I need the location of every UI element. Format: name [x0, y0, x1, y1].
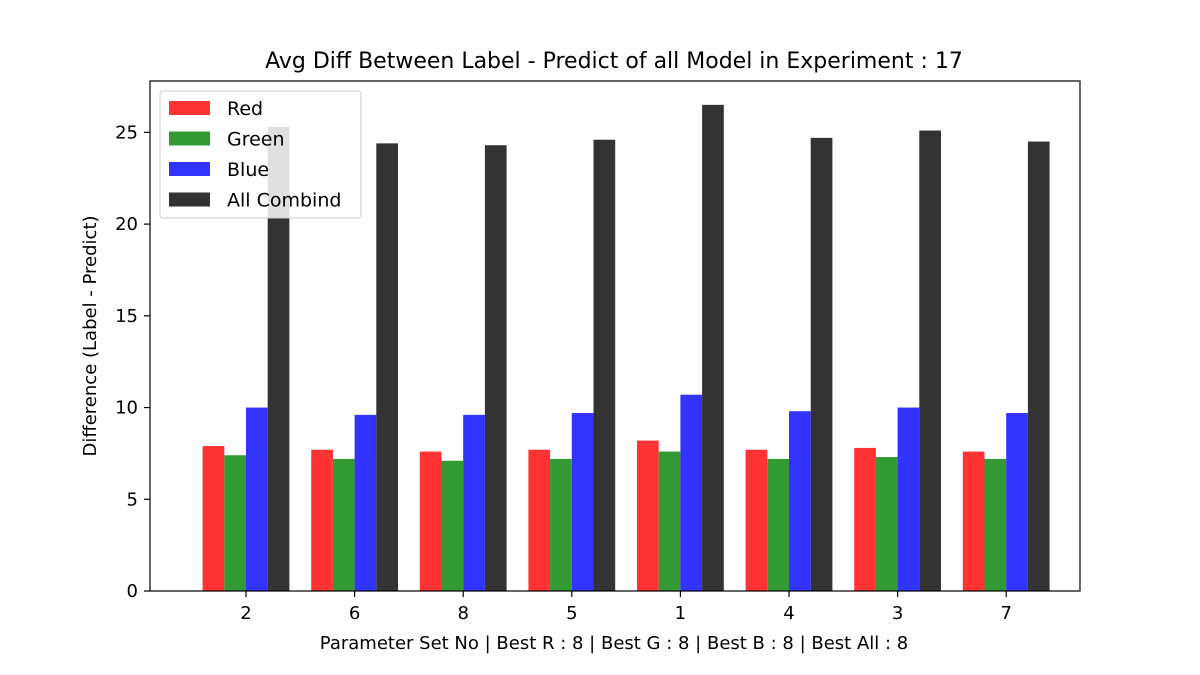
bar-green-8 — [441, 460, 464, 591]
bar-all-combind-5 — [593, 139, 616, 591]
bar-blue-5 — [571, 413, 594, 591]
bar-all-combind-1 — [702, 104, 724, 591]
y-tick-label: 10 — [115, 398, 138, 419]
bar-red-5 — [528, 449, 551, 591]
bar-all-combind-3 — [919, 130, 941, 591]
legend-label-red: Red — [227, 98, 263, 120]
bars-layer — [202, 104, 1050, 592]
bar-blue-4 — [789, 411, 811, 591]
bar-red-7 — [962, 451, 985, 591]
bar-green-2 — [224, 455, 246, 591]
x-tick-label: 7 — [1000, 603, 1011, 624]
bar-green-5 — [550, 458, 572, 591]
x-tick-label: 1 — [675, 603, 686, 624]
x-tick-label: 6 — [349, 603, 360, 624]
bar-blue-3 — [897, 407, 920, 591]
bar-red-8 — [419, 451, 442, 591]
bar-red-3 — [854, 447, 876, 591]
legend-swatch-green — [169, 131, 210, 146]
x-tick-label: 5 — [566, 603, 577, 624]
bar-green-3 — [875, 457, 898, 591]
bar-all-combind-6 — [376, 143, 398, 591]
x-axis-label: Parameter Set No | Best R : 8 | Best G :… — [320, 633, 908, 654]
y-tick-label: 0 — [127, 581, 138, 602]
bar-all-combind-2 — [267, 126, 290, 592]
bar-green-1 — [658, 451, 681, 591]
y-axis-label: Difference (Label - Predict) — [80, 215, 101, 456]
x-tick-label: 2 — [240, 603, 251, 624]
y-axis: 0 5 10 15 20 25 — [115, 122, 150, 602]
bar-green-4 — [767, 458, 789, 591]
x-axis: 2 6 8 5 1 4 3 7 — [240, 591, 1012, 624]
legend-label-green: Green — [227, 129, 285, 151]
bar-blue-7 — [1006, 413, 1028, 591]
legend-swatch-red — [169, 101, 210, 115]
y-tick-label: 15 — [115, 306, 138, 327]
legend-label-all-combind: All Combind — [227, 190, 341, 212]
bar-blue-1 — [680, 394, 703, 591]
bar-blue-8 — [463, 414, 485, 591]
y-tick-label: 25 — [115, 122, 138, 143]
chart-title: Avg Diff Between Label - Predict of all … — [265, 49, 963, 74]
bar-red-2 — [202, 446, 225, 591]
legend-swatch-blue — [169, 162, 210, 176]
bar-red-4 — [745, 449, 768, 591]
bar-red-1 — [637, 440, 659, 591]
bar-all-combind-7 — [1027, 141, 1050, 592]
x-tick-label: 4 — [783, 603, 794, 624]
legend-box — [159, 90, 362, 219]
y-tick-label: 5 — [127, 489, 138, 510]
legend: Red Green Blue All Combind — [159, 90, 362, 219]
x-tick-label: 3 — [892, 603, 903, 624]
bar-all-combind-8 — [484, 145, 507, 591]
bar-all-combind-4 — [810, 137, 833, 591]
bar-green-6 — [332, 458, 355, 591]
bar-red-6 — [311, 449, 333, 591]
plot-frame — [149, 80, 1081, 592]
bar-blue-6 — [354, 414, 377, 591]
bar-blue-2 — [246, 407, 268, 591]
bar-green-7 — [984, 458, 1007, 591]
legend-label-blue: Blue — [227, 159, 269, 181]
x-tick-label: 8 — [457, 603, 468, 624]
legend-swatch-all-combind — [169, 192, 210, 207]
y-tick-label: 20 — [115, 214, 138, 235]
